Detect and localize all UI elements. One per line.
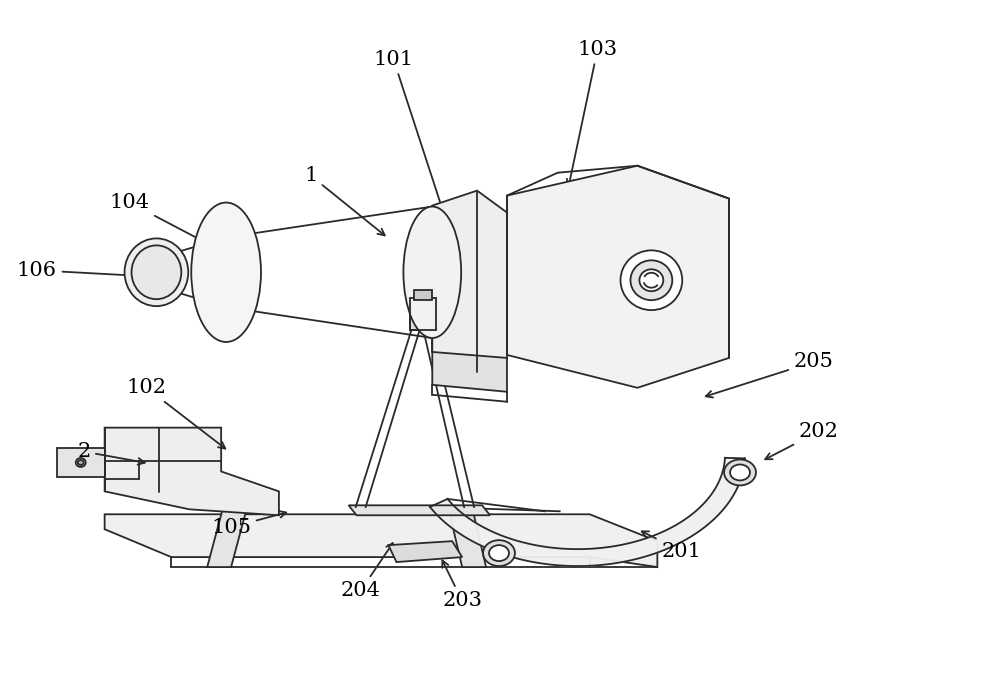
Text: 106: 106 — [17, 261, 179, 281]
Ellipse shape — [621, 250, 682, 310]
Polygon shape — [105, 428, 279, 515]
Ellipse shape — [483, 540, 515, 566]
Text: 104: 104 — [110, 193, 245, 263]
Polygon shape — [430, 458, 745, 566]
Text: 103: 103 — [567, 40, 618, 186]
Ellipse shape — [730, 464, 750, 481]
Ellipse shape — [630, 261, 672, 300]
Polygon shape — [388, 541, 462, 562]
Ellipse shape — [132, 245, 181, 299]
Text: 204: 204 — [341, 543, 393, 600]
Text: 1: 1 — [304, 166, 385, 236]
Ellipse shape — [76, 458, 86, 467]
Ellipse shape — [78, 460, 84, 465]
Text: 201: 201 — [642, 531, 701, 561]
Polygon shape — [507, 166, 729, 388]
Polygon shape — [448, 507, 486, 567]
Polygon shape — [432, 191, 507, 372]
Polygon shape — [57, 447, 105, 477]
Text: 105: 105 — [211, 511, 286, 537]
Ellipse shape — [191, 202, 261, 342]
Ellipse shape — [639, 269, 663, 291]
Polygon shape — [207, 507, 247, 567]
Polygon shape — [414, 290, 432, 300]
Text: 101: 101 — [373, 49, 455, 244]
Text: 2: 2 — [77, 442, 145, 464]
Text: 102: 102 — [126, 378, 225, 449]
Ellipse shape — [403, 206, 461, 338]
Polygon shape — [105, 515, 657, 567]
Ellipse shape — [489, 545, 509, 561]
Polygon shape — [432, 352, 507, 392]
Text: 205: 205 — [706, 353, 834, 397]
Ellipse shape — [724, 460, 756, 485]
Ellipse shape — [125, 238, 188, 306]
Text: 202: 202 — [765, 422, 839, 459]
Text: 203: 203 — [442, 561, 482, 611]
Polygon shape — [410, 298, 436, 330]
Polygon shape — [349, 505, 490, 515]
